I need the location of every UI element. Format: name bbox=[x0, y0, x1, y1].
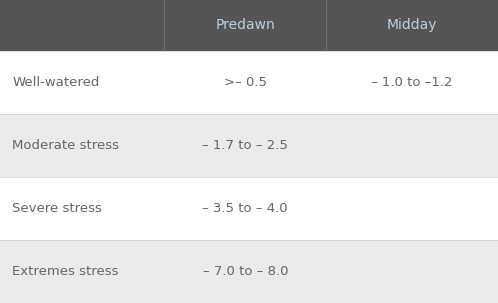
Bar bbox=[0, 240, 498, 303]
Text: – 1.0 to –1.2: – 1.0 to –1.2 bbox=[372, 76, 453, 89]
Bar bbox=[164, 0, 326, 51]
Bar bbox=[0, 51, 498, 114]
Text: Moderate stress: Moderate stress bbox=[12, 139, 120, 152]
Bar bbox=[326, 0, 498, 51]
Text: Predawn: Predawn bbox=[216, 18, 275, 32]
Bar bbox=[0, 114, 498, 177]
Text: – 3.5 to – 4.0: – 3.5 to – 4.0 bbox=[203, 202, 288, 215]
Bar bbox=[0, 0, 164, 51]
Text: – 7.0 to – 8.0: – 7.0 to – 8.0 bbox=[203, 265, 288, 278]
Text: – 1.7 to – 2.5: – 1.7 to – 2.5 bbox=[202, 139, 288, 152]
Text: Extremes stress: Extremes stress bbox=[12, 265, 119, 278]
Bar bbox=[0, 177, 498, 240]
Text: Well-watered: Well-watered bbox=[12, 76, 100, 89]
Text: >– 0.5: >– 0.5 bbox=[224, 76, 267, 89]
Text: Severe stress: Severe stress bbox=[12, 202, 102, 215]
Text: Midday: Midday bbox=[387, 18, 437, 32]
